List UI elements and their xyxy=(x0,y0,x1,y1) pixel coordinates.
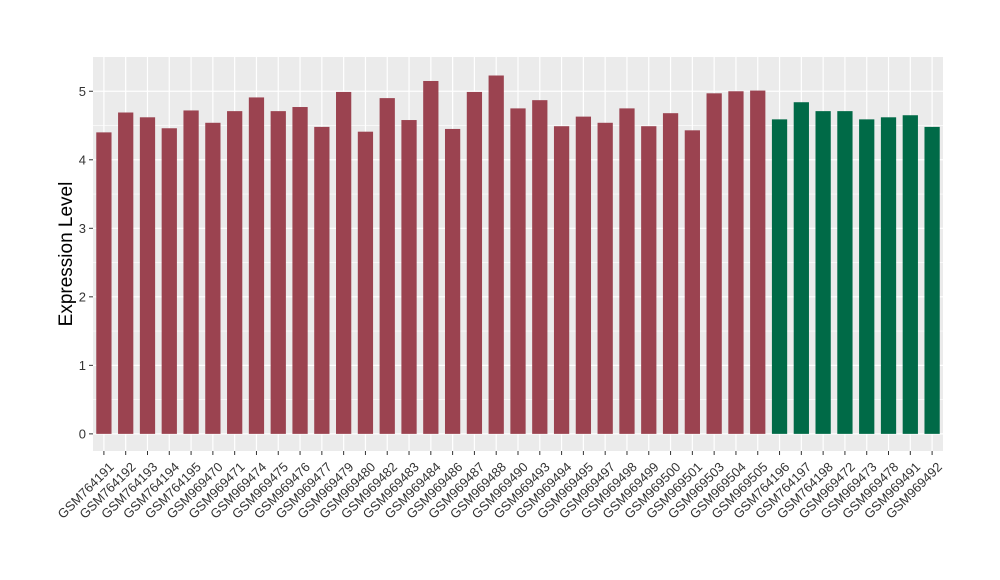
bar-GSM969472 xyxy=(837,111,853,434)
y-tick-label: 1 xyxy=(79,358,86,373)
bar-GSM764191 xyxy=(96,132,112,434)
bar-GSM969490 xyxy=(510,108,526,434)
bar-GSM969478 xyxy=(880,117,897,434)
bar-GSM969480 xyxy=(357,131,374,434)
y-tick-label: 3 xyxy=(79,221,86,236)
y-axis: 0 1 2 3 4 5 xyxy=(79,84,93,441)
bar-GSM764194 xyxy=(161,128,177,434)
bar-GSM969503 xyxy=(706,93,722,434)
bar-GSM969471 xyxy=(227,111,243,434)
bar-GSM764195 xyxy=(183,110,199,434)
bar-GSM969486 xyxy=(444,128,461,434)
bar-GSM969473 xyxy=(859,119,875,434)
bar-GSM969497 xyxy=(597,122,613,434)
bar-GSM969494 xyxy=(553,126,570,434)
bar-GSM969499 xyxy=(641,126,657,434)
bar-GSM969470 xyxy=(205,122,221,434)
bar-GSM764193 xyxy=(139,117,156,434)
bars xyxy=(96,75,940,434)
y-tick-label: 2 xyxy=(79,289,86,304)
bar-GSM969505 xyxy=(750,90,766,434)
bar-GSM969475 xyxy=(270,111,286,434)
bar-GSM969493 xyxy=(532,100,548,434)
y-tick-label: 0 xyxy=(79,426,86,441)
bar-GSM969501 xyxy=(684,130,700,434)
y-axis-title: Expression Level xyxy=(56,182,77,327)
bar-GSM969500 xyxy=(662,113,679,434)
bar-GSM969491 xyxy=(902,115,918,434)
bar-GSM969504 xyxy=(728,91,744,434)
bar-GSM969476 xyxy=(292,107,308,434)
bar-GSM969487 xyxy=(466,91,483,434)
bar-GSM969483 xyxy=(401,120,417,434)
bar-GSM764197 xyxy=(793,102,809,434)
bar-GSM969477 xyxy=(314,126,330,434)
bar-GSM969492 xyxy=(924,126,940,434)
bar-GSM969488 xyxy=(488,75,504,434)
y-tick-label: 4 xyxy=(79,152,86,167)
bar-GSM969479 xyxy=(336,91,352,434)
y-tick-label: 5 xyxy=(79,84,86,99)
bar-GSM764198 xyxy=(815,111,831,434)
bar-GSM969484 xyxy=(423,80,439,434)
bar-GSM969498 xyxy=(619,108,635,434)
bar-GSM969495 xyxy=(575,116,592,434)
bar-GSM969474 xyxy=(248,97,265,434)
bar-GSM969482 xyxy=(379,98,395,434)
x-axis: GSM764191GSM764192GSM764193GSM764194GSM7… xyxy=(55,451,945,522)
bar-GSM764196 xyxy=(771,119,788,434)
bar-GSM764192 xyxy=(118,112,134,434)
